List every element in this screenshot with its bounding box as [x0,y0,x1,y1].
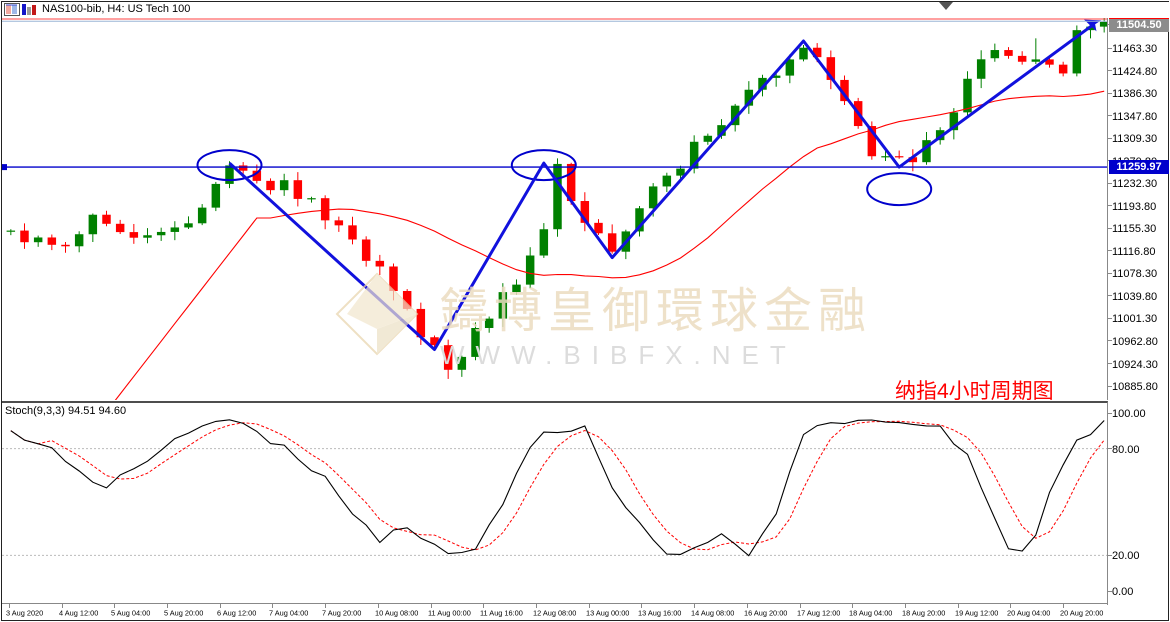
svg-text:纳指4小时周期图: 纳指4小时周期图 [895,380,1054,400]
svg-text:鑄博皇御環球金融: 鑄博皇御環球金融 [440,285,872,338]
svg-text:Stoch(9,3,3) 94.51 94.60: Stoch(9,3,3) 94.51 94.60 [5,405,126,417]
svg-text:WWW.BIBFX.NET: WWW.BIBFX.NET [440,340,797,370]
